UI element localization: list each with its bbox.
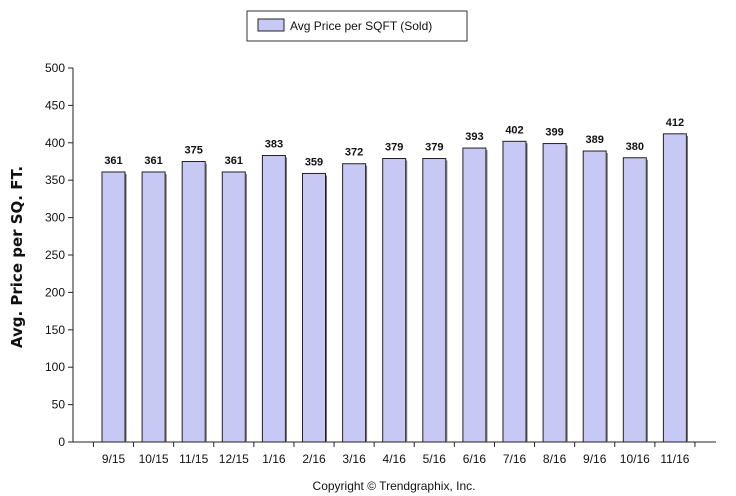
x-tick-label: 3/16: [342, 452, 366, 466]
data-label: 380: [626, 141, 644, 153]
x-tick-label: 10/15: [139, 452, 169, 466]
bars: 361 361 375 361 383 359 372 379 379 393 402 399 389 3…: [101, 117, 688, 443]
x-tick-label: 11/15: [179, 452, 208, 466]
x-tick-label: 4/16: [383, 452, 407, 466]
bar: [302, 172, 326, 443]
x-tick-label: 9/16: [583, 452, 607, 466]
y-tick-label: 50: [52, 398, 66, 412]
y-tick-label: 100: [45, 360, 65, 374]
bar-group: [502, 140, 528, 443]
data-label: 402: [505, 124, 523, 136]
bar-group: [582, 150, 608, 443]
x-tick-label: 1/16: [262, 452, 286, 466]
x-tick-label: 6/16: [463, 452, 487, 466]
bar-group: [422, 158, 448, 443]
data-label: 379: [385, 142, 403, 154]
bar: [261, 155, 286, 443]
y-tick-label: 0: [58, 435, 65, 449]
y-tick-label: 200: [45, 285, 65, 299]
y-ticks: 0 50 100 150 200 250 300 350 400 450 500: [45, 61, 73, 449]
legend-label: Avg Price per SQFT (Sold): [290, 19, 432, 33]
y-tick-label: 500: [45, 61, 65, 75]
data-label: 412: [666, 117, 684, 129]
bar: [622, 157, 647, 443]
legend: Avg Price per SQFT (Sold): [246, 10, 468, 42]
bar-group: [221, 171, 247, 443]
bar: [502, 140, 527, 443]
data-label: 399: [545, 127, 563, 139]
x-tick-label: 9/15: [102, 452, 126, 466]
data-label: 379: [425, 142, 443, 154]
bar: [342, 163, 367, 443]
bar-group: [462, 147, 488, 443]
x-tick-label: 8/16: [543, 452, 567, 466]
data-label: 383: [265, 139, 283, 151]
data-label: 361: [225, 155, 243, 167]
data-label: 361: [144, 155, 162, 167]
x-tick-label: 2/16: [302, 452, 326, 466]
y-tick-label: 450: [45, 98, 65, 112]
x-ticks: 9/15 10/15 11/15 12/15 1/16 2/16 3/16 4/16 5/16 6…: [92, 442, 696, 466]
y-tick-label: 300: [45, 211, 65, 225]
x-tick-label: 7/16: [503, 452, 527, 466]
data-label: 393: [465, 131, 483, 143]
bar-group: [101, 171, 127, 443]
x-tick-label: 12/15: [219, 452, 249, 466]
data-label: 375: [185, 145, 203, 157]
x-tick-label: 11/16: [660, 452, 689, 466]
bar-group: [542, 143, 568, 443]
bar-group: [141, 171, 167, 443]
bar: [422, 158, 447, 443]
data-label: 359: [305, 156, 323, 168]
bar: [542, 143, 567, 443]
bar-group: [622, 157, 648, 443]
bar-group: [382, 158, 408, 443]
copyright-text: Copyright © Trendgraphix, Inc.: [313, 479, 476, 493]
bar: [462, 147, 487, 443]
y-tick-label: 400: [45, 136, 65, 150]
data-label: 372: [345, 147, 363, 159]
bar-group: [181, 161, 207, 443]
bar-group: [662, 133, 688, 443]
y-tick-label: 250: [45, 248, 65, 262]
legend-swatch: [257, 18, 285, 32]
bar-group: [342, 163, 368, 443]
bar: [101, 171, 126, 443]
x-tick-label: 10/16: [620, 452, 650, 466]
data-label: 361: [104, 155, 122, 167]
bar: [141, 171, 166, 443]
x-tick-label: 5/16: [423, 452, 447, 466]
bar-group: [302, 172, 327, 443]
bar: [382, 158, 407, 443]
bar: [582, 150, 607, 443]
y-tick-label: 150: [45, 323, 65, 337]
bar: [181, 161, 206, 443]
y-axis-title: Avg. Price per SQ. FT.: [8, 166, 26, 348]
bar: [662, 133, 687, 443]
data-label: 389: [586, 134, 604, 146]
y-tick-label: 350: [45, 173, 65, 187]
bar: [221, 171, 246, 443]
bar-group: [261, 155, 287, 443]
